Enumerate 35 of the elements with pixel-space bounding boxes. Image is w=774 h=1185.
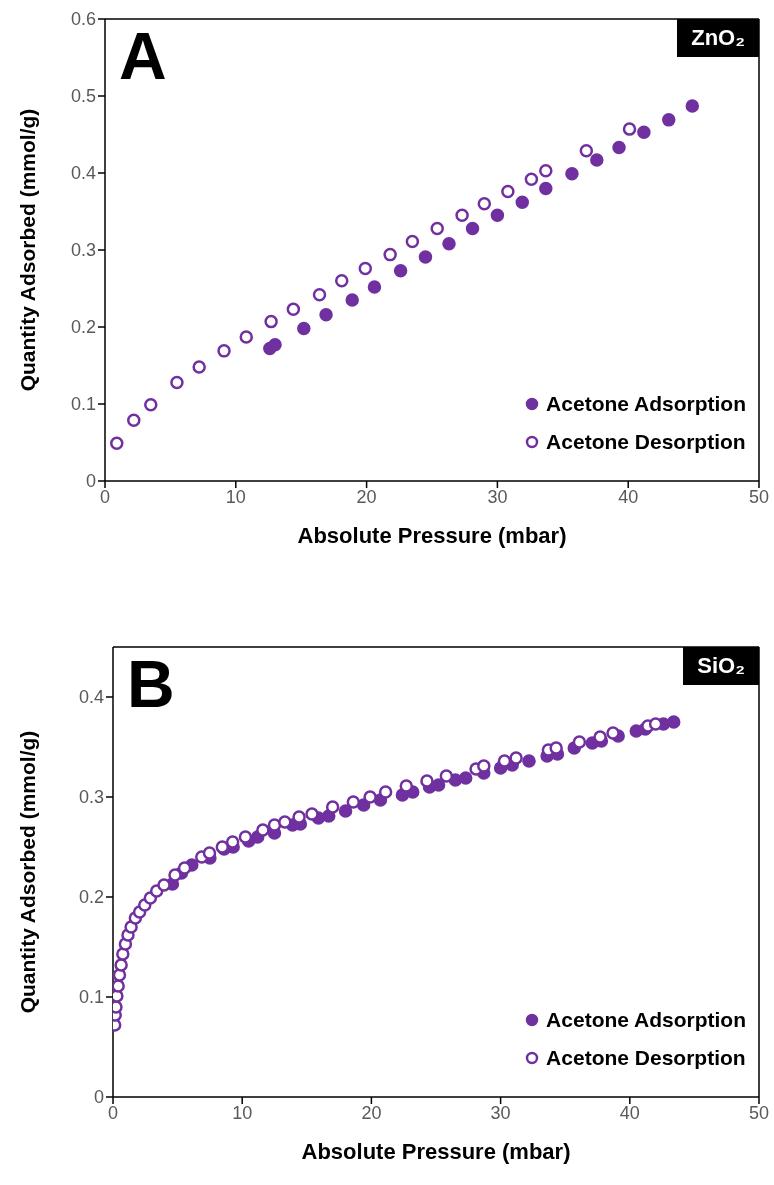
y-axis-title: Quantity Adsorbed (mmol/g) — [16, 730, 40, 1014]
annotation: A — [119, 19, 167, 93]
annotation: SiO₂ — [683, 647, 759, 685]
x-tick-label: 0 — [107, 1102, 119, 1123]
x-tick-label: 20 — [361, 1102, 382, 1123]
x-tick-label: 30 — [490, 1102, 511, 1123]
y-axis-title: Quantity Adsorbed (mmol/g) — [16, 108, 40, 392]
y-tick-label: 0 — [85, 471, 96, 492]
y-tick-label: 0.4 — [70, 163, 96, 184]
annotation: ZnO₂ — [677, 19, 759, 57]
x-tick-label: 40 — [619, 1102, 640, 1123]
legend-label: Acetone Adsorption — [546, 392, 746, 416]
x-tick-label: 10 — [232, 1102, 253, 1123]
x-tick-label: 50 — [748, 1102, 770, 1123]
x-axis-title: Absolute Pressure (mbar) — [301, 1139, 571, 1164]
legend-label: Acetone Desorption — [546, 1046, 746, 1070]
y-tick-label: 0.3 — [70, 240, 96, 261]
y-tick-label: 0.1 — [78, 987, 104, 1008]
x-tick-label: 40 — [618, 486, 639, 507]
x-tick-label: 50 — [748, 486, 770, 507]
x-tick-label: 30 — [487, 486, 508, 507]
y-tick-label: 0.2 — [70, 317, 96, 338]
legend-label: Acetone Desorption — [546, 430, 746, 454]
x-tick-label: 20 — [356, 486, 377, 507]
legend-label: Acetone Adsorption — [546, 1008, 746, 1032]
y-tick-label: 0.6 — [70, 9, 96, 30]
x-axis-title: Absolute Pressure (mbar) — [297, 523, 567, 548]
y-tick-label: 0.5 — [70, 86, 96, 107]
y-tick-label: 0.4 — [78, 687, 104, 708]
y-tick-label: 0.2 — [78, 887, 104, 908]
x-tick-label: 10 — [225, 486, 246, 507]
y-tick-label: 0 — [93, 1087, 104, 1108]
y-tick-label: 0.3 — [78, 787, 104, 808]
y-tick-label: 0.1 — [70, 394, 96, 415]
annotation: B — [127, 647, 175, 721]
